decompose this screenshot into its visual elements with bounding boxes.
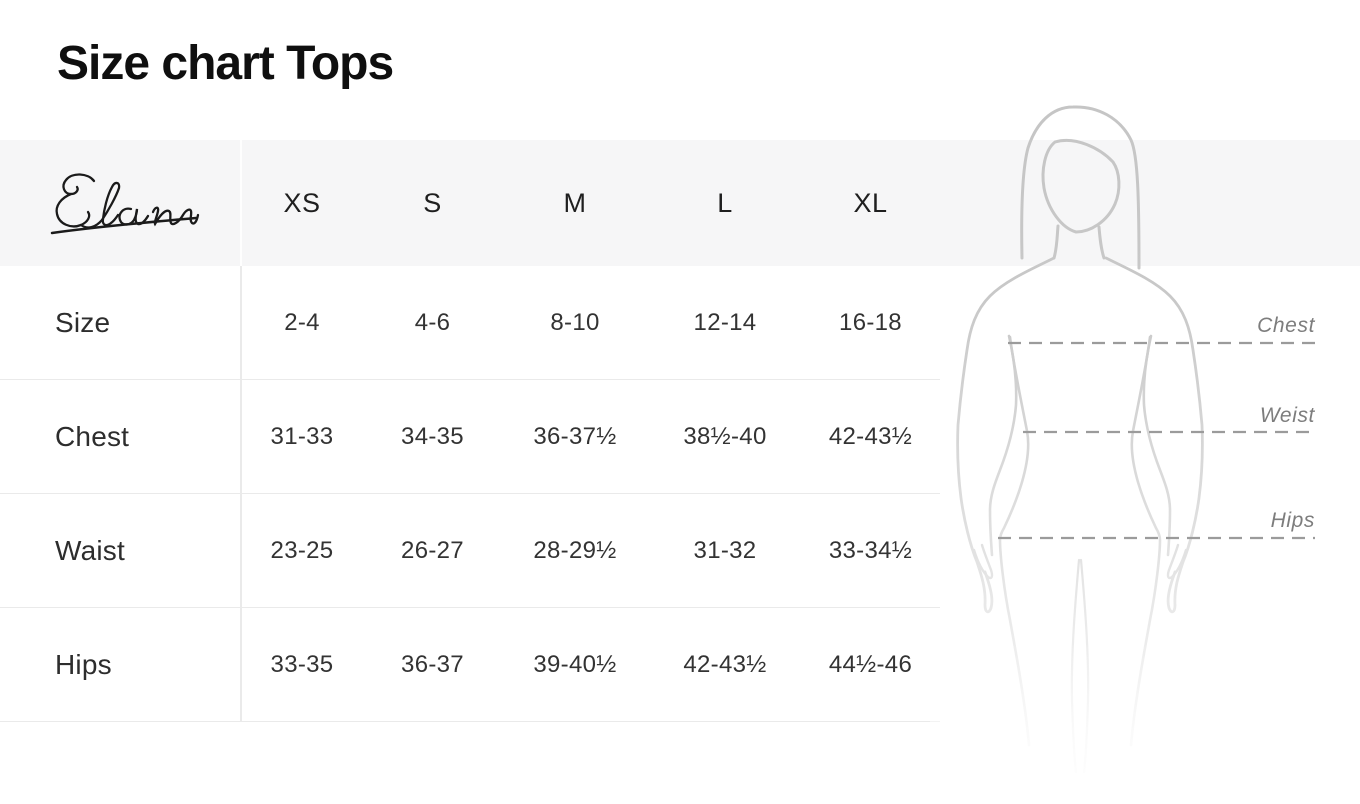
- row-label-hips: Hips: [55, 648, 112, 680]
- column-header-s: S: [423, 187, 442, 218]
- waist-xs-value: 23-25: [270, 536, 334, 564]
- size-l-value: 12-14: [693, 308, 757, 336]
- brand-logo-cell: Elan: [0, 140, 240, 266]
- column-header-xs: XS: [283, 187, 321, 218]
- size-m-value: 8-10: [550, 308, 600, 336]
- table-column-divider: [240, 266, 242, 721]
- table-row-size: Size 2-4 4-6 8-10 12-14 16-18: [0, 266, 940, 380]
- chest-s-value: 34-35: [401, 422, 464, 450]
- leg-fade-overlay: [930, 640, 1360, 804]
- left-arm: [956, 256, 1056, 614]
- table-row-waist: Waist 23-25 26-27 28-29½ 31-32 33-34½: [0, 494, 940, 608]
- column-header-xl: XL: [853, 187, 888, 218]
- chest-label: Chest: [1257, 314, 1315, 337]
- hips-xl-value: 44½-46: [828, 650, 913, 678]
- waist-l-value: 31-32: [693, 536, 757, 564]
- table-column-divider-header: [240, 140, 242, 266]
- hips-m-value: 39-40½: [533, 650, 617, 678]
- chest-xl-value: 42-43½: [828, 422, 913, 450]
- elan-logo: Elan: [50, 173, 200, 235]
- hips-xs-value: 33-35: [270, 650, 334, 678]
- logo-letter-n: [151, 206, 200, 227]
- waist-s-value: 26-27: [401, 536, 464, 564]
- torso-right: [1129, 335, 1162, 747]
- row-label-waist: Waist: [55, 534, 125, 566]
- size-chart-table: Elan XS S M L XL: [0, 140, 940, 722]
- waist-xl-value: 33-34½: [828, 536, 913, 564]
- hips-label: Hips: [1271, 509, 1315, 532]
- torso-left: [998, 335, 1031, 747]
- page-title: Size chart Tops: [57, 37, 394, 90]
- table-row-chest: Chest 31-33 34-35 36-37½ 38½-40 42-43½: [0, 380, 940, 494]
- chest-m-value: 36-37½: [533, 422, 617, 450]
- measurement-lines: [998, 341, 1315, 540]
- column-header-m: M: [563, 187, 587, 218]
- size-xl-value: 16-18: [839, 308, 902, 336]
- size-s-value: 4-6: [414, 308, 451, 336]
- hips-l-value: 42-43½: [683, 650, 767, 678]
- size-xs-value: 2-4: [284, 308, 320, 336]
- logo-letter-e2: [55, 192, 91, 228]
- table-header-row: Elan XS S M L XL: [0, 140, 940, 266]
- logo-letter-l: [100, 181, 121, 227]
- logo-underline: [50, 216, 198, 235]
- waist-m-value: 28-29½: [533, 536, 617, 564]
- row-label-size: Size: [55, 306, 111, 338]
- waist-label: Weist: [1260, 404, 1316, 427]
- inner-leg-left: [1070, 558, 1081, 774]
- chest-xs-value: 31-33: [270, 422, 334, 450]
- inner-leg-right: [1079, 558, 1090, 774]
- chest-l-value: 38½-40: [683, 422, 767, 450]
- logo-letter-e: [62, 173, 96, 196]
- hips-s-value: 36-37: [401, 650, 464, 678]
- row-label-chest: Chest: [55, 420, 130, 452]
- table-row-hips: Hips 33-35 36-37 39-40½ 42-43½ 44½-46: [0, 608, 940, 722]
- right-arm: [1104, 256, 1204, 614]
- column-header-l: L: [717, 187, 733, 218]
